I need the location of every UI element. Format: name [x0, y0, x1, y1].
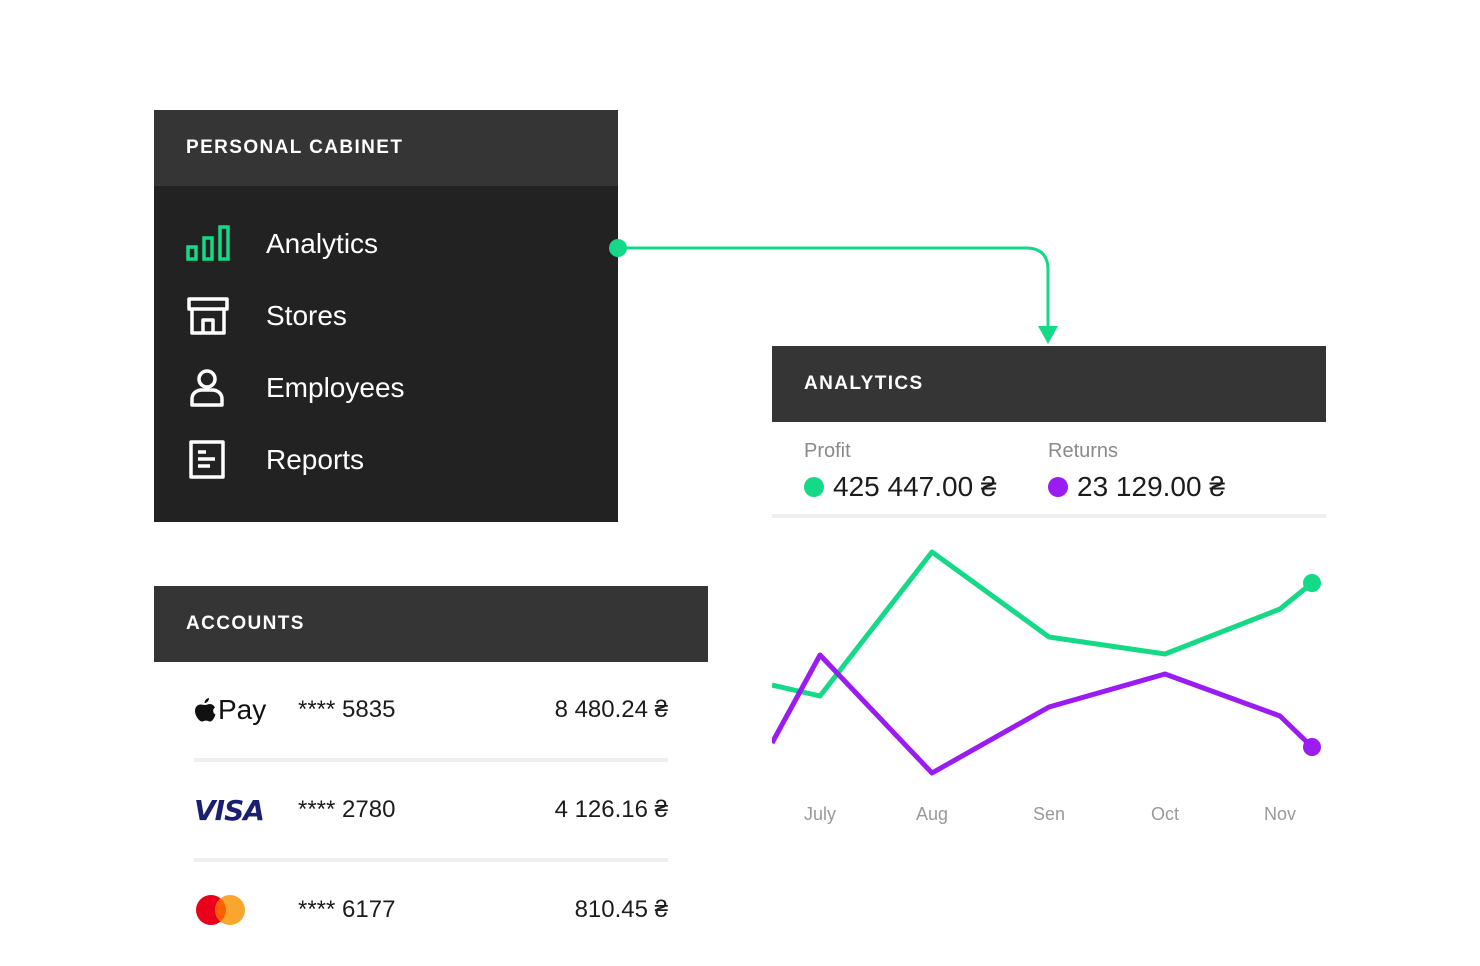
x-tick-label: July	[804, 804, 836, 824]
series-end-point-profit	[1303, 574, 1321, 592]
user-icon	[186, 368, 234, 408]
account-number: **** 2780	[298, 796, 396, 823]
series-end-point-returns	[1303, 738, 1321, 756]
bar-chart-icon	[186, 224, 234, 264]
x-tick-label: Aug	[916, 804, 948, 824]
menu-item-label: Analytics	[266, 228, 379, 259]
profit-dot-icon	[804, 477, 824, 497]
profit-stat: Profit 425 447.00 ₴	[804, 440, 1048, 514]
series-line-returns	[772, 652, 1314, 776]
x-tick-label: Oct	[1151, 804, 1179, 824]
x-tick-label: Nov	[1264, 804, 1296, 824]
visa-logo: VISA	[194, 790, 298, 830]
visa-logo-text: VISA	[194, 793, 265, 827]
analytics-panel: ANALYTICS Profit 425 447.00 ₴ Returns 23…	[772, 346, 1326, 518]
mastercard-logo	[194, 890, 298, 930]
account-number: **** 6177	[298, 896, 396, 923]
analytics-stats: Profit 425 447.00 ₴ Returns 23 129.00 ₴	[772, 422, 1326, 518]
menu-item-label: Stores	[266, 300, 347, 331]
menu-item-reports[interactable]: Reports	[154, 424, 618, 496]
account-amount: 4 126.16 ₴	[554, 796, 668, 823]
series-line-profit	[772, 549, 1314, 699]
profit-value-row: 425 447.00 ₴	[804, 471, 1048, 503]
menu-item-employees[interactable]: Employees	[154, 352, 618, 424]
returns-value-row: 23 129.00 ₴	[1048, 471, 1292, 503]
accounts-panel: ACCOUNTS Pay **** 5835 8 480.24 ₴ VISA *…	[154, 586, 708, 958]
returns-label: Returns	[1048, 440, 1119, 462]
profit-label: Profit	[804, 440, 851, 462]
account-row-mastercard[interactable]: **** 6177 810.45 ₴	[194, 862, 668, 958]
analytics-line-chart: July Aug Sen Oct Nov	[772, 549, 1321, 824]
account-row-apple-pay[interactable]: Pay **** 5835 8 480.24 ₴	[194, 662, 668, 762]
profit-value: 425 447.00 ₴	[833, 471, 997, 502]
x-axis-ticks: July Aug Sen Oct Nov	[804, 804, 1296, 824]
apple-pay-text: Pay	[218, 694, 267, 725]
personal-cabinet-panel: PERSONAL CABINET Analytics Stores	[154, 110, 618, 522]
account-row-visa[interactable]: VISA **** 2780 4 126.16 ₴	[194, 762, 668, 862]
menu-item-stores[interactable]: Stores	[154, 280, 618, 352]
store-icon	[186, 296, 234, 336]
returns-stat: Returns 23 129.00 ₴	[1048, 440, 1292, 514]
accounts-title: ACCOUNTS	[154, 586, 708, 662]
returns-value: 23 129.00 ₴	[1077, 471, 1225, 502]
cabinet-title: PERSONAL CABINET	[154, 110, 618, 186]
x-tick-label: Sen	[1033, 804, 1065, 824]
cabinet-menu: Analytics Stores Employees	[154, 186, 618, 496]
menu-item-analytics[interactable]: Analytics	[154, 208, 618, 280]
apple-pay-logo: Pay	[194, 690, 298, 730]
account-amount: 810.45 ₴	[574, 896, 668, 923]
returns-dot-icon	[1048, 477, 1068, 497]
mastercard-icon	[196, 895, 245, 925]
report-icon	[186, 440, 234, 480]
menu-item-label: Reports	[266, 444, 365, 475]
account-number: **** 5835	[298, 696, 396, 723]
apple-icon	[195, 698, 216, 722]
menu-item-label: Employees	[266, 372, 405, 403]
account-amount: 8 480.24 ₴	[554, 696, 668, 723]
analytics-title: ANALYTICS	[772, 346, 1326, 422]
